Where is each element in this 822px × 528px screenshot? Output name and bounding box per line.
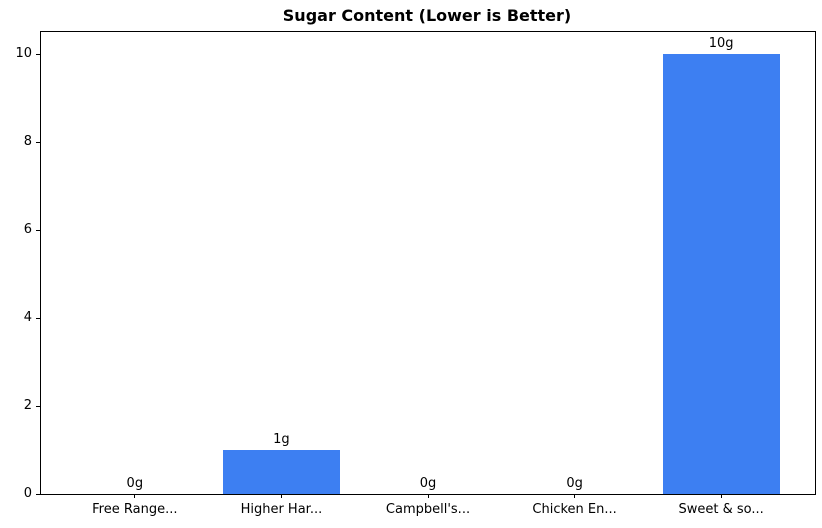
y-axis-tick-mark — [36, 317, 40, 319]
x-axis-tick-mark — [720, 494, 722, 498]
y-axis-tick-label: 6 — [23, 222, 32, 237]
x-axis-tick-label: Campbell's... — [385, 502, 471, 517]
bar-value-label: 0g — [566, 476, 583, 491]
x-axis-tick-label: Free Range... — [92, 502, 178, 517]
x-axis-tick-label: Chicken En... — [532, 502, 617, 517]
y-axis-tick-label: 10 — [15, 46, 32, 61]
x-axis-tick-mark — [134, 494, 136, 498]
y-axis-tick-mark — [36, 141, 40, 143]
x-axis-tick-mark — [574, 494, 576, 498]
chart-title: Sugar Content (Lower is Better) — [282, 6, 572, 25]
plot-area: 0 2 4 6 8 10 0g Free Range... 1g Higher Har... 0g C… — [15, 31, 816, 517]
y-axis-tick-label: 4 — [23, 310, 32, 325]
y-axis-tick-mark — [36, 405, 40, 407]
x-axis-tick-label: Higher Har... — [240, 502, 323, 517]
y-axis-tick-label: 8 — [23, 134, 32, 149]
y-axis-tick-mark — [36, 229, 40, 231]
y-axis-tick-mark — [36, 493, 40, 495]
bar — [222, 450, 341, 494]
bar-value-label: 10g — [708, 36, 734, 51]
bar-value-label: 0g — [419, 476, 437, 491]
bar — [662, 54, 780, 494]
y-axis-tick-label: 0 — [23, 486, 32, 501]
x-axis-tick-mark — [427, 494, 429, 498]
bar-value-label: 0g — [126, 476, 144, 491]
x-axis-tick-mark — [280, 494, 282, 498]
x-axis-tick-label: Sweet & so... — [678, 502, 764, 517]
y-axis-tick-mark — [36, 53, 40, 55]
bar-value-label: 1g — [273, 432, 290, 447]
y-axis-tick-label: 2 — [23, 398, 32, 413]
